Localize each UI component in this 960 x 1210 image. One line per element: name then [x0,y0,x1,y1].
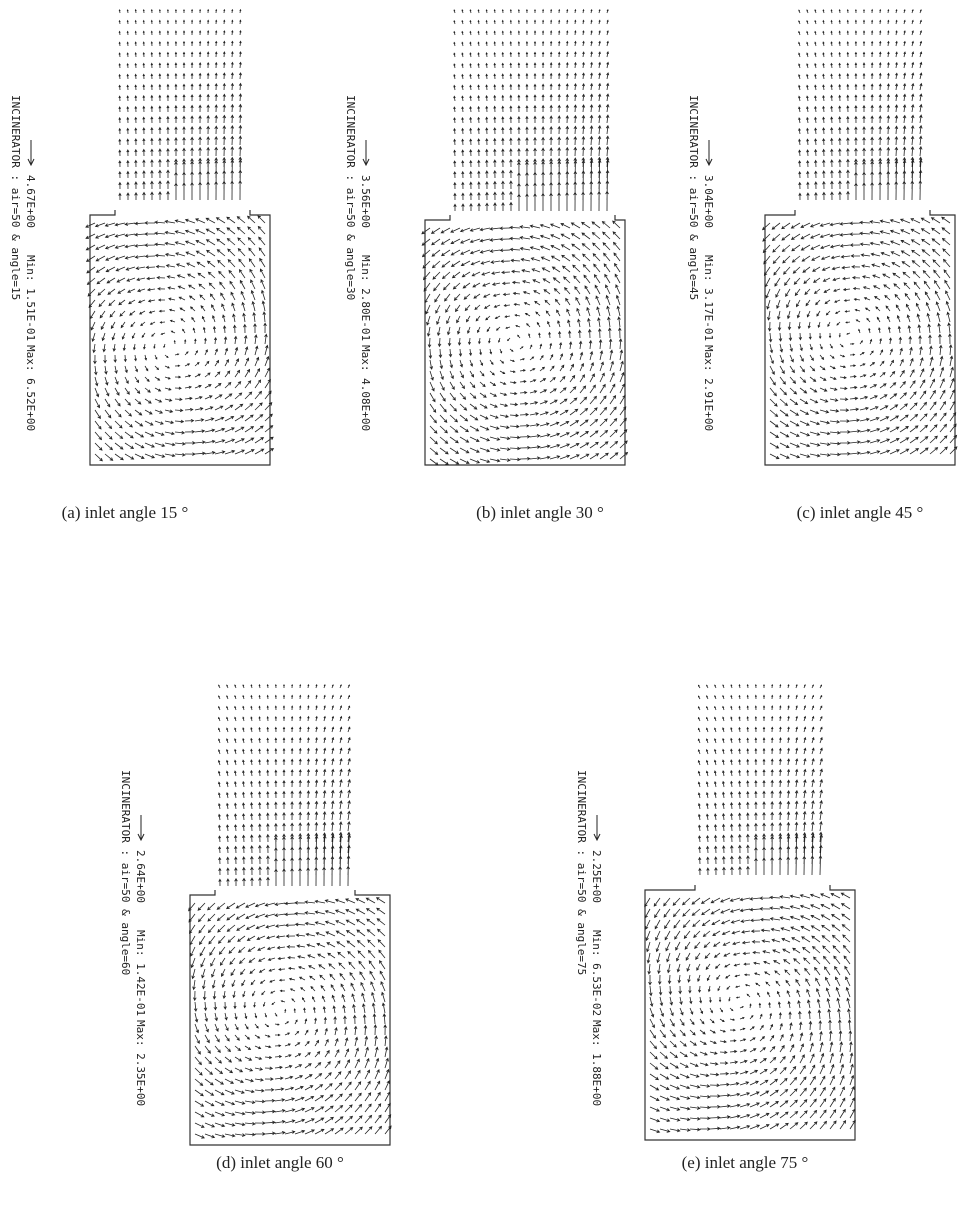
caption: (b) inlet angle 30 ° [476,503,604,522]
min-value: Min: 1.51E-01 [24,255,37,341]
max-value: Max: 2.91E+00 [702,345,715,431]
scale-value: 2.25E+00 [590,850,603,903]
plot-label: INCINERATOR : air=50 & angle=45 [687,95,700,300]
caption: (a) inlet angle 15 ° [62,503,189,522]
max-value: Max: 6.52E+00 [24,345,37,431]
min-value: Min: 1.42E-01 [134,930,147,1016]
min-value: Min: 2.80E-01 [359,255,372,341]
scale-value: 4.67E+00 [24,175,37,228]
scale-value: 3.56E+00 [359,175,372,228]
min-value: Min: 3.17E-01 [702,255,715,341]
vector-field [86,10,274,461]
caption: (d) inlet angle 60 ° [216,1153,344,1172]
caption: (c) inlet angle 45 ° [797,503,924,522]
figure: INCINERATOR : air=50 & angle=154.67E+00 M… [0,0,960,1210]
caption: (e) inlet angle 75 ° [682,1153,809,1172]
plot-label: INCINERATOR : air=50 & angle=15 [9,95,22,300]
vector-field [189,685,392,1138]
vector-field [645,685,856,1133]
plot-label: INCINERATOR : air=50 & angle=30 [344,95,357,300]
scale-value: 2.64E+00 [134,850,147,903]
vector-field [763,10,957,459]
scale-value: 3.04E+00 [702,175,715,228]
max-value: Max: 2.35E+00 [134,1020,147,1106]
max-value: Max: 1.88E+00 [590,1020,603,1106]
vector-field [422,10,628,465]
min-value: Min: 6.53E-02 [590,930,603,1016]
plot-label: INCINERATOR : air=50 & angle=60 [119,770,132,975]
max-value: Max: 4.08E+00 [359,345,372,431]
plot-label: INCINERATOR : air=50 & angle=75 [575,770,588,975]
